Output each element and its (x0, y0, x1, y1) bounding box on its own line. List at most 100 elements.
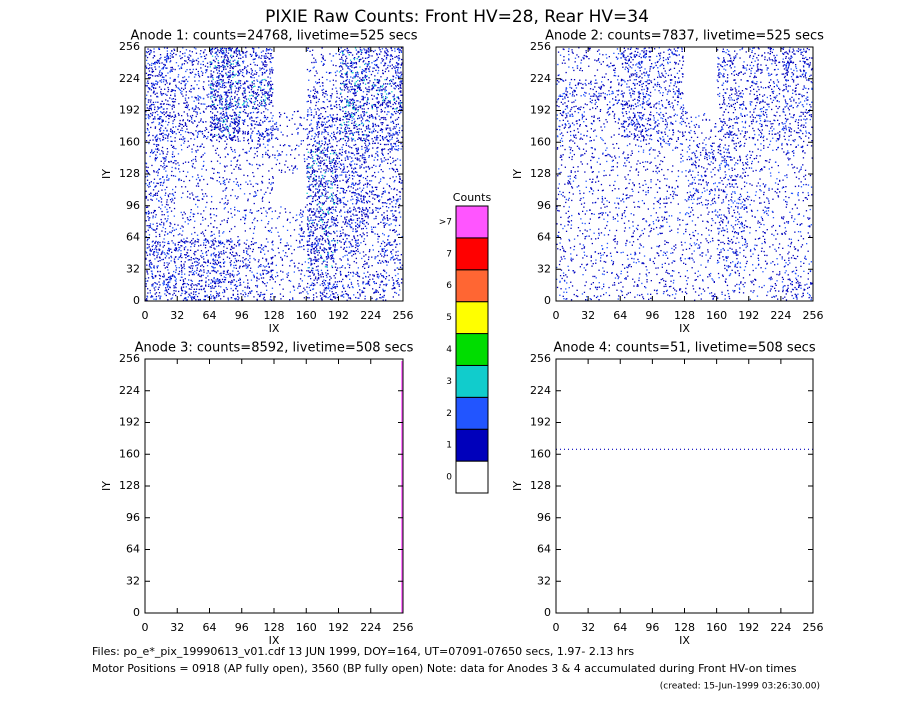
count-dot (369, 190, 371, 192)
count-dot (185, 91, 187, 93)
count-dot (362, 123, 365, 125)
count-dot (262, 133, 264, 135)
count-dot (170, 160, 172, 163)
count-dot (350, 83, 352, 85)
count-dot (346, 96, 349, 98)
count-dot (207, 225, 209, 227)
count-dot (244, 209, 246, 212)
count-dot (349, 65, 351, 67)
count-dot (315, 70, 317, 72)
count-dot (351, 138, 353, 140)
count-dot (396, 110, 398, 112)
count-dot (152, 195, 154, 197)
count-dot (354, 82, 356, 84)
count-dot (264, 146, 266, 149)
count-dot (365, 120, 367, 122)
count-dot (148, 99, 150, 101)
count-dot (396, 148, 398, 151)
count-dot (202, 87, 205, 90)
count-dot (321, 133, 323, 135)
count-dot (260, 189, 262, 191)
count-dot (194, 158, 197, 160)
count-dot (249, 84, 252, 86)
count-dot (323, 96, 326, 98)
count-dot (178, 103, 180, 105)
count-dot (368, 68, 370, 70)
count-dot (160, 181, 162, 184)
count-dot (222, 64, 224, 66)
count-dot (235, 87, 238, 89)
count-dot (328, 140, 330, 142)
count-dot (396, 189, 398, 191)
count-dot (399, 127, 401, 129)
count-dot (384, 79, 386, 81)
count-dot (217, 126, 219, 128)
count-dot (342, 107, 344, 109)
count-dot (386, 54, 388, 57)
count-dot (375, 125, 377, 127)
count-dot (291, 165, 293, 167)
count-dot (398, 203, 401, 206)
count-dot (286, 219, 288, 221)
count-dot (345, 220, 347, 223)
count-dot (152, 228, 154, 231)
count-dot (335, 178, 338, 180)
count-dot (234, 156, 236, 158)
count-dot (152, 82, 154, 84)
count-dot (180, 129, 182, 131)
count-dot (334, 179, 336, 181)
count-dot (377, 194, 379, 197)
count-dot (334, 171, 336, 173)
count-dot (159, 138, 161, 140)
count-dot (375, 188, 378, 191)
count-dot (257, 137, 260, 139)
count-dot (229, 125, 231, 127)
count-dot (171, 56, 173, 58)
count-dot (306, 164, 309, 167)
count-dot (328, 209, 330, 211)
count-dot (392, 78, 394, 81)
count-dot (299, 124, 301, 126)
count-dot (162, 138, 165, 141)
count-dot (219, 223, 222, 226)
count-dot (239, 82, 241, 84)
count-dot (191, 51, 193, 53)
count-dot (250, 123, 253, 125)
count-dot (224, 56, 226, 58)
count-dot (401, 58, 403, 61)
count-dot (155, 148, 157, 150)
count-dot (282, 225, 284, 228)
count-dot (152, 57, 154, 59)
count-dot (216, 91, 218, 93)
count-dot (226, 91, 228, 93)
count-dot (306, 68, 309, 71)
count-dot (317, 165, 319, 167)
count-dot (382, 88, 385, 90)
count-dot (361, 210, 363, 212)
count-dot (363, 114, 366, 116)
count-dot (284, 171, 286, 173)
count-dot (217, 171, 219, 174)
count-dot (225, 104, 227, 106)
count-dot (158, 86, 161, 88)
count-dot (339, 180, 341, 182)
count-dot (362, 105, 364, 107)
count-dot (152, 112, 154, 114)
count-dot (156, 192, 158, 194)
count-dot (178, 164, 180, 166)
count-dot (167, 137, 169, 139)
count-dot (309, 219, 312, 221)
count-dot (341, 226, 343, 228)
count-dot (227, 57, 229, 59)
count-dot (311, 219, 313, 221)
count-dot (243, 52, 245, 54)
count-dot (247, 80, 249, 82)
count-dot (253, 120, 255, 122)
count-dot (378, 200, 380, 202)
count-dot (365, 75, 367, 77)
count-dot (230, 194, 232, 197)
count-dot (397, 111, 399, 113)
count-dot (236, 125, 238, 128)
count-dot (321, 209, 324, 211)
count-dot (239, 164, 241, 166)
